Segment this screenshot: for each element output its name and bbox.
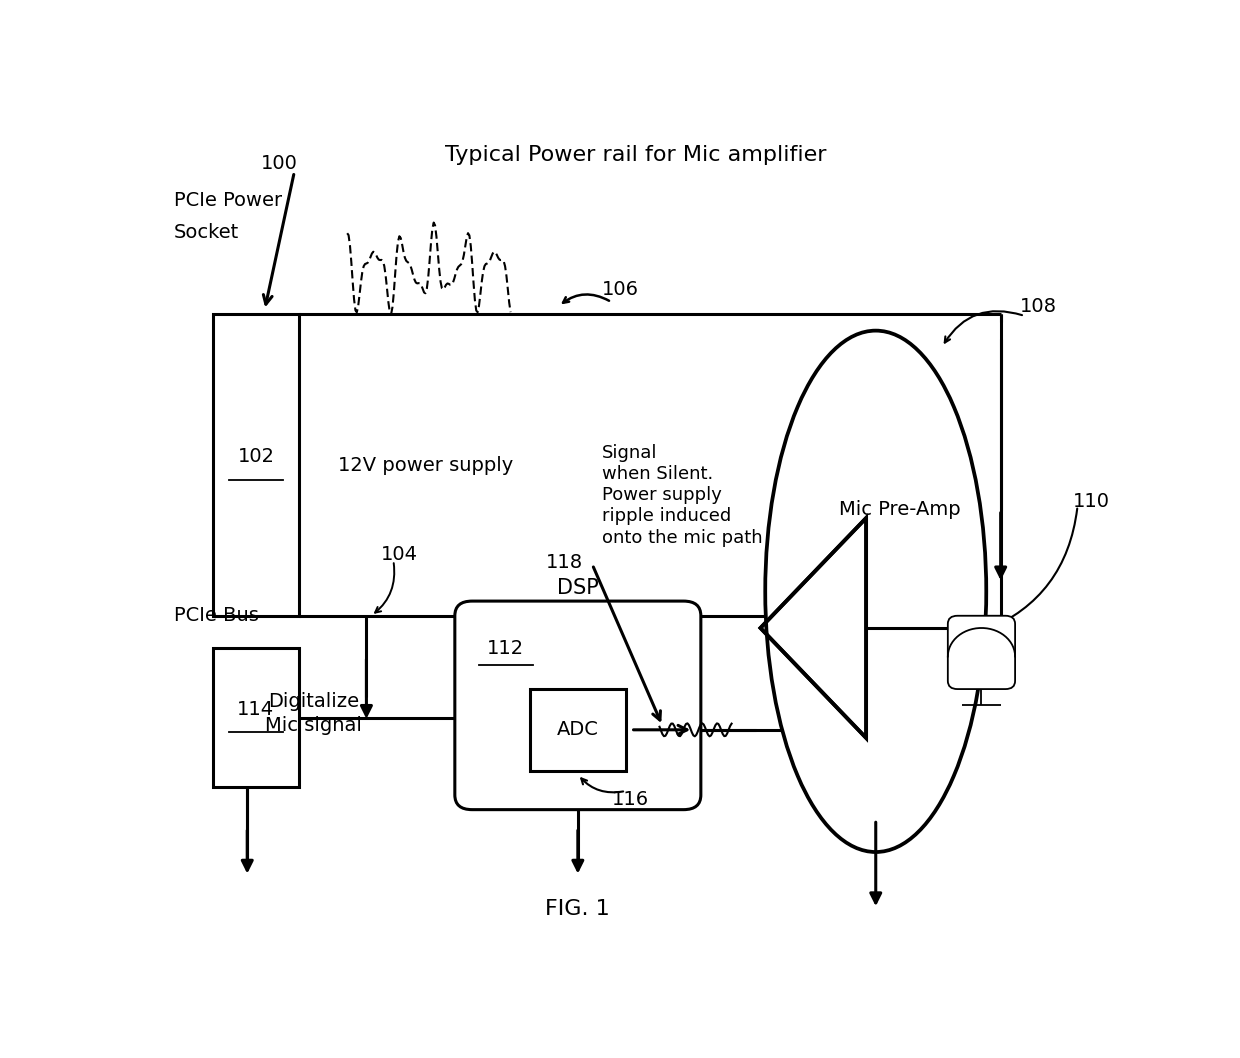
Text: 114: 114 <box>237 700 274 719</box>
Text: Signal: Signal <box>601 443 657 462</box>
Text: Digitalize: Digitalize <box>268 692 360 711</box>
FancyBboxPatch shape <box>947 616 1016 689</box>
Bar <box>213 649 299 787</box>
Text: FIG. 1: FIG. 1 <box>546 899 610 919</box>
Ellipse shape <box>765 330 986 852</box>
Text: 118: 118 <box>546 553 583 572</box>
FancyBboxPatch shape <box>455 601 701 809</box>
Text: ADC: ADC <box>557 720 599 740</box>
Text: PCIe Bus: PCIe Bus <box>174 606 259 625</box>
Text: 106: 106 <box>601 280 639 299</box>
Text: ripple induced: ripple induced <box>601 508 732 526</box>
Bar <box>213 314 299 616</box>
Text: PCIe Power: PCIe Power <box>174 190 283 209</box>
Text: Mic Pre-Amp: Mic Pre-Amp <box>839 500 961 519</box>
Text: 104: 104 <box>381 545 418 564</box>
Text: Typical Power rail for Mic amplifier: Typical Power rail for Mic amplifier <box>445 145 826 165</box>
Text: 116: 116 <box>611 789 649 808</box>
Text: 12V power supply: 12V power supply <box>337 456 513 475</box>
Text: 110: 110 <box>1073 492 1110 511</box>
Text: Power supply: Power supply <box>601 487 722 505</box>
Text: DSP: DSP <box>557 578 599 598</box>
Text: 108: 108 <box>1019 296 1056 315</box>
Text: onto the mic path: onto the mic path <box>601 529 763 547</box>
Text: when Silent.: when Silent. <box>601 466 713 484</box>
Text: 100: 100 <box>260 154 298 174</box>
Text: Mic signal: Mic signal <box>265 716 362 735</box>
Bar <box>529 689 626 770</box>
Text: 102: 102 <box>237 448 274 467</box>
Text: 112: 112 <box>487 639 525 658</box>
Text: Socket: Socket <box>174 223 239 242</box>
